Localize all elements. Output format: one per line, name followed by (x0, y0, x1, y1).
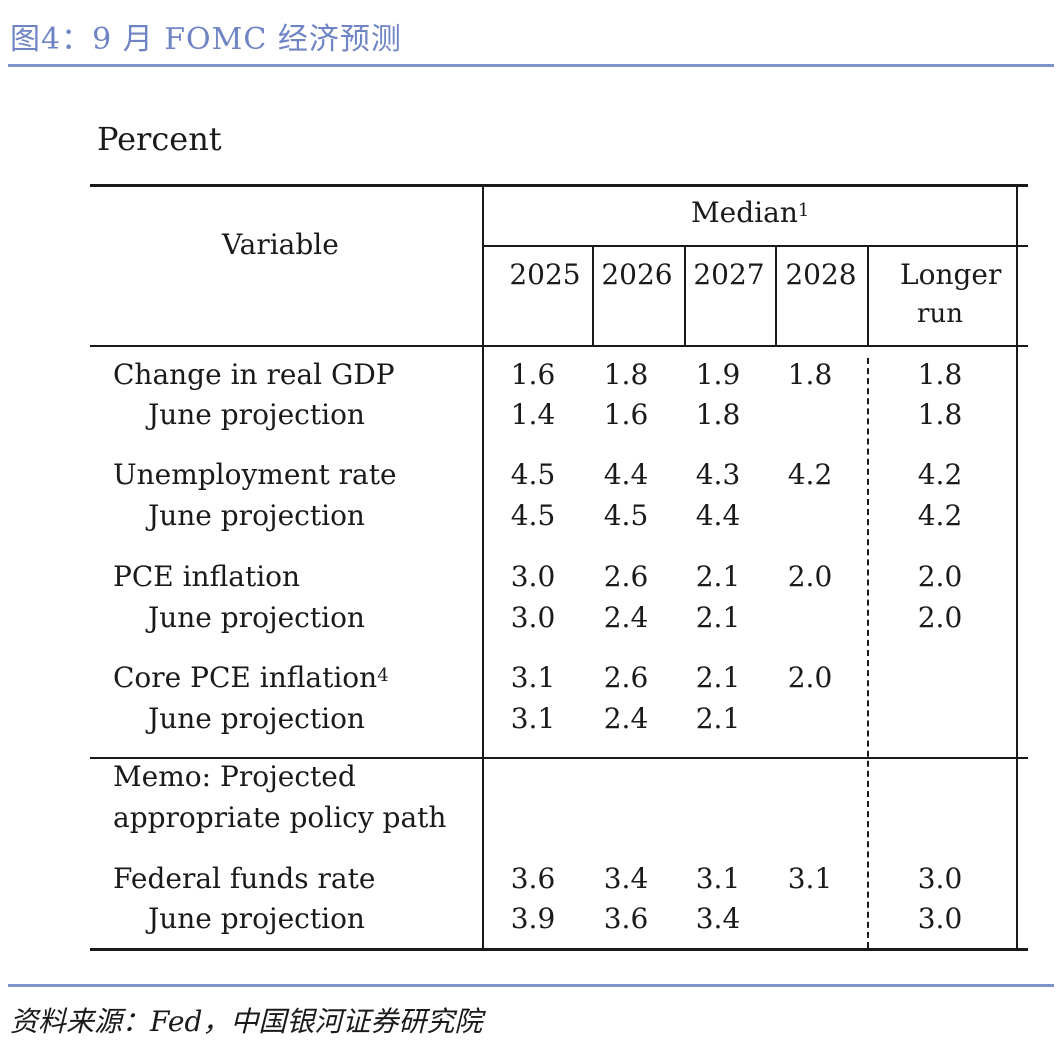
value-cell: 2.4 (603, 702, 649, 735)
row-label: June projection (148, 601, 365, 634)
longer-run-cell: 1.8 (917, 398, 963, 431)
value-cell: 2.1 (695, 560, 741, 593)
value-cell: 4.4 (695, 499, 741, 532)
memo-label: Memo: Projected (113, 760, 356, 793)
longer-run-header: Longer (900, 258, 1002, 291)
value-cell: 4.5 (510, 458, 556, 491)
row-label: June projection (148, 499, 365, 532)
unit-label: Percent (97, 120, 222, 158)
source-rule (8, 984, 1054, 987)
median-header: Median1 (691, 196, 810, 229)
value-cell: 3.6 (510, 862, 556, 895)
value-cell: 3.0 (510, 601, 556, 634)
memo-top-rule (90, 757, 1028, 759)
value-cell: 3.4 (695, 902, 741, 935)
row-label: Change in real GDP (113, 358, 395, 391)
row-label: PCE inflation (113, 560, 301, 593)
row-label: June projection (148, 398, 365, 431)
value-cell: 3.1 (510, 661, 556, 694)
value-cell: 4.3 (695, 458, 741, 491)
value-cell: 2.0 (787, 560, 833, 593)
row-label: Unemployment rate (113, 458, 397, 491)
value-cell: 3.1 (695, 862, 741, 895)
longer-run-cell: 2.0 (917, 601, 963, 634)
value-cell: 3.6 (603, 902, 649, 935)
year-separator-2026 (592, 247, 594, 346)
value-cell: 3.1 (787, 862, 833, 895)
year-separator-2028 (775, 247, 777, 346)
median-footnote: 1 (797, 200, 810, 221)
variable-header: Variable (222, 228, 339, 261)
table-top-rule (90, 184, 1028, 187)
longer-run-cell: 3.0 (917, 862, 963, 895)
longer-run-separator (867, 247, 869, 346)
table-bottom-rule (90, 948, 1028, 951)
figure-title: 图4：9 月 FOMC 经济预测 (10, 22, 402, 57)
row-label: June projection (148, 902, 365, 935)
variable-column-rule (482, 186, 484, 949)
year-header: 2027 (693, 258, 765, 291)
value-cell: 2.4 (603, 601, 649, 634)
value-cell: 3.4 (603, 862, 649, 895)
row-label: June projection (148, 702, 365, 735)
value-cell: 1.8 (787, 358, 833, 391)
table-right-rule (1016, 186, 1018, 346)
source-note: 资料来源：Fed，中国银河证券研究院 (10, 1005, 483, 1038)
value-cell: 1.4 (510, 398, 556, 431)
year-header: 2026 (601, 258, 673, 291)
row-label: Federal funds rate (113, 862, 376, 895)
title-rule (8, 64, 1054, 67)
value-cell: 3.0 (510, 560, 556, 593)
median-underline (484, 245, 1028, 247)
value-cell: 4.5 (510, 499, 556, 532)
value-cell: 1.8 (603, 358, 649, 391)
longer-run-header-line2: run (917, 299, 963, 329)
year-header: 2025 (509, 258, 581, 291)
value-cell: 1.6 (510, 358, 556, 391)
value-cell: 3.9 (510, 902, 556, 935)
longer-run-cell: 3.0 (917, 902, 963, 935)
value-cell: 2.0 (787, 661, 833, 694)
value-cell: 4.2 (787, 458, 833, 491)
year-header: 2028 (785, 258, 857, 291)
value-cell: 2.1 (695, 661, 741, 694)
longer-run-dashed-separator (867, 358, 869, 948)
value-cell: 1.9 (695, 358, 741, 391)
longer-run-cell: 4.2 (917, 458, 963, 491)
value-cell: 4.4 (603, 458, 649, 491)
year-separator-2027 (684, 247, 686, 346)
row-label: Core PCE inflation4 (113, 661, 389, 694)
longer-run-cell: 2.0 (917, 560, 963, 593)
core-pce-footnote: 4 (377, 665, 389, 686)
table-right-rule-body (1016, 347, 1018, 949)
header-bottom-rule (90, 345, 1028, 347)
longer-run-cell: 4.2 (917, 499, 963, 532)
value-cell: 3.1 (510, 702, 556, 735)
value-cell: 2.6 (603, 560, 649, 593)
value-cell: 2.1 (695, 702, 741, 735)
longer-run-cell: 1.8 (917, 358, 963, 391)
value-cell: 1.6 (603, 398, 649, 431)
value-cell: 2.6 (603, 661, 649, 694)
memo-label-line2: appropriate policy path (113, 801, 447, 834)
value-cell: 1.8 (695, 398, 741, 431)
value-cell: 2.1 (695, 601, 741, 634)
value-cell: 4.5 (603, 499, 649, 532)
